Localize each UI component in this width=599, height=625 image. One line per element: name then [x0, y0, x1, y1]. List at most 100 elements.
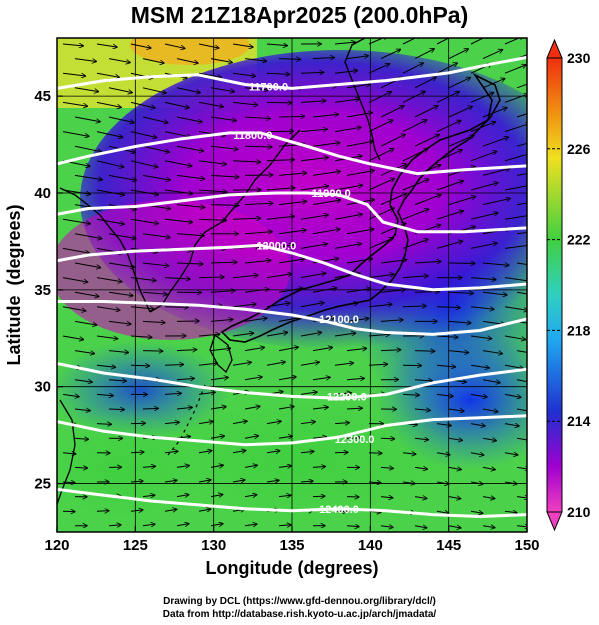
- wind-arrow: [164, 218, 193, 222]
- wind-arrow: [312, 288, 337, 293]
- wind-arrow: [380, 526, 393, 528]
- wind-arrow: [62, 453, 76, 454]
- wind-arrow: [176, 145, 204, 151]
- wind-arrow: [130, 277, 156, 281]
- wind-arrow: [244, 524, 257, 526]
- wind-arrow: [244, 260, 271, 264]
- wind-arrow: [448, 136, 474, 147]
- wind-arrow: [380, 320, 403, 322]
- colorbar-bottom-triangle: [546, 511, 563, 532]
- wind-arrow: [470, 122, 496, 133]
- wind-arrow: [96, 306, 120, 311]
- colorbar-tick-label: 226: [567, 141, 591, 157]
- height-contour-line: [57, 487, 527, 518]
- height-contour-line: [57, 362, 527, 400]
- wind-arrow: [232, 72, 256, 76]
- wind-arrow: [414, 77, 436, 89]
- wind-arrow: [470, 394, 487, 397]
- wind-arrow: [96, 43, 117, 47]
- wind-arrow: [436, 336, 458, 337]
- x-tick-label: 140: [358, 537, 383, 554]
- wind-arrow: [470, 424, 485, 427]
- wind-arrow: [368, 304, 392, 308]
- wind-arrow: [436, 38, 455, 45]
- wind-arrow: [278, 436, 293, 438]
- wind-arrow: [142, 87, 166, 93]
- wind-arrow: [312, 114, 339, 118]
- wind-arrow: [164, 393, 181, 394]
- wind-arrow: [232, 362, 251, 366]
- wind-arrow: [278, 495, 291, 496]
- wind-arrow: [74, 409, 90, 411]
- wind-arrow: [504, 65, 526, 74]
- wind-arrow: [312, 377, 330, 380]
- wind-arrow: [74, 380, 92, 382]
- wind-arrow: [176, 263, 203, 264]
- wind-arrow: [470, 92, 494, 103]
- wind-arrow: [176, 350, 197, 351]
- wind-arrow: [210, 465, 223, 467]
- wind-arrow: [504, 153, 527, 162]
- wind-arrow: [334, 363, 354, 365]
- wind-arrow: [516, 262, 527, 265]
- wind-arrow: [278, 259, 305, 264]
- wind-arrow: [482, 168, 510, 176]
- wind-arrow: [300, 392, 317, 394]
- wind-arrow: [198, 43, 219, 48]
- wind-arrow: [368, 453, 382, 454]
- wind-arrow: [244, 117, 271, 119]
- wind-arrow: [368, 120, 393, 133]
- y-axis-title: Latitude (degrees): [4, 204, 24, 365]
- wind-arrow: [164, 451, 178, 453]
- wind-arrow: [334, 452, 348, 453]
- wind-arrow: [210, 145, 238, 149]
- wind-arrow: [414, 135, 439, 147]
- wind-arrow: [300, 303, 324, 308]
- wind-arrow: [96, 101, 121, 107]
- wind-arrow: [74, 262, 101, 268]
- wind-arrow: [108, 291, 133, 296]
- wind-arrow: [164, 278, 190, 279]
- footer-data-credit: Data from http://database.rish.kyoto-u.a…: [162, 609, 437, 620]
- wind-arrow: [402, 276, 428, 278]
- wind-arrow: [402, 120, 427, 133]
- wind-arrow: [482, 438, 496, 440]
- wind-arrow: [334, 303, 358, 308]
- wind-arrow: [244, 495, 257, 497]
- colorbar-top-triangle: [546, 38, 563, 59]
- chart-title: MSM 21Z18Apr2025 (200.0hPa): [130, 2, 469, 28]
- wind-arrow: [232, 218, 261, 219]
- wind-arrow: [210, 116, 236, 121]
- wind-arrow: [176, 58, 198, 64]
- wind-arrow: [516, 408, 527, 412]
- wind-arrow: [130, 452, 144, 453]
- wind-arrow: [516, 467, 527, 469]
- wind-arrow: [130, 481, 143, 482]
- wind-arrow: [504, 335, 526, 340]
- wind-arrow: [312, 229, 340, 235]
- wind-arrow: [312, 143, 340, 147]
- wind-arrow: [414, 291, 439, 292]
- wind-arrow: [470, 511, 483, 513]
- wind-arrow: [516, 232, 527, 235]
- wind-arrow: [210, 262, 237, 263]
- wind-arrow: [380, 467, 393, 468]
- wind-arrow: [74, 467, 88, 468]
- wind-arrow: [108, 380, 126, 381]
- wind-arrow: [300, 422, 315, 424]
- wind-arrow: [346, 526, 359, 527]
- wind-arrow: [176, 524, 189, 526]
- wind-arrow: [436, 150, 462, 162]
- y-tick-label: 40: [34, 185, 51, 202]
- wind-arrow: [436, 511, 449, 513]
- wind-arrow: [210, 291, 235, 293]
- wind-arrow: [142, 321, 165, 322]
- wind-arrow: [164, 422, 179, 423]
- coastlines: [57, 38, 501, 507]
- wind-arrow: [62, 335, 84, 340]
- wind-arrow: [380, 193, 407, 206]
- wind-arrow: [266, 44, 287, 46]
- wind-arrow: [470, 364, 489, 368]
- wind-arrow: [142, 351, 163, 352]
